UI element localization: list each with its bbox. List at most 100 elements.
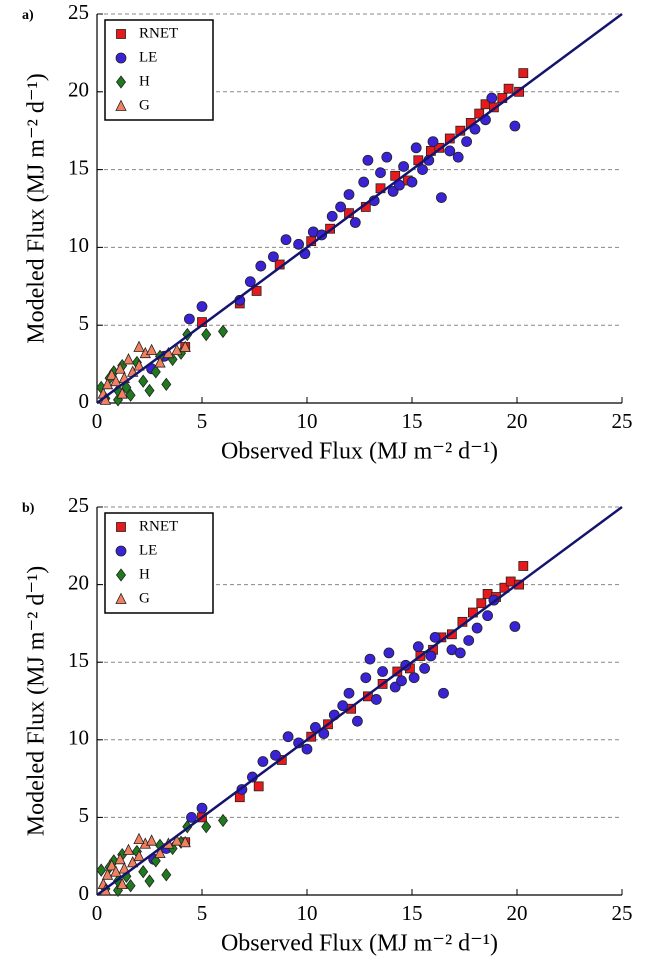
- x-tick-label: 25: [612, 409, 633, 433]
- legend-marker: [116, 29, 126, 39]
- point: [145, 343, 158, 355]
- point: [425, 650, 437, 662]
- point: [196, 802, 208, 814]
- x-axis-label: Observed Flux (MJ m⁻² d⁻¹): [221, 439, 498, 465]
- x-tick-label: 0: [92, 409, 103, 433]
- legend-marker: [115, 99, 127, 111]
- point: [122, 353, 135, 365]
- point: [438, 687, 449, 699]
- point: [96, 863, 107, 877]
- x-tick-label: 5: [197, 901, 208, 925]
- point: [476, 598, 487, 609]
- point: [427, 136, 439, 147]
- point: [396, 675, 407, 687]
- point: [518, 561, 529, 571]
- point: [121, 380, 132, 395]
- point: [218, 813, 228, 828]
- point: [503, 83, 514, 94]
- point: [161, 377, 172, 391]
- point: [486, 92, 498, 104]
- x-axis-label: Observed Flux (MJ m⁻² d⁻¹): [221, 931, 498, 957]
- y-tick-label: 20: [68, 78, 89, 102]
- point: [161, 868, 172, 882]
- legend-label: H: [139, 566, 150, 582]
- point: [114, 852, 126, 865]
- point: [381, 151, 393, 163]
- x-tick-label: 10: [297, 901, 318, 925]
- point: [179, 340, 191, 352]
- point: [267, 251, 279, 263]
- legend-marker: [116, 522, 126, 532]
- point: [171, 343, 183, 355]
- point: [362, 154, 374, 166]
- point: [435, 192, 447, 204]
- point: [370, 694, 382, 705]
- point: [410, 142, 422, 154]
- point: [118, 862, 130, 874]
- point: [106, 859, 118, 871]
- point: [251, 286, 262, 296]
- point: [301, 743, 313, 755]
- legend-marker: [115, 592, 127, 604]
- x-tick-label: 10: [297, 409, 318, 433]
- point: [201, 327, 212, 342]
- point: [471, 622, 483, 634]
- y-axis-label: Modeled Flux (MJ m⁻² d⁻¹): [24, 73, 50, 343]
- point: [398, 161, 410, 172]
- point: [461, 136, 473, 147]
- y-tick-label: 5: [79, 311, 90, 335]
- y-tick-label: 10: [68, 233, 89, 257]
- point: [183, 313, 195, 325]
- point: [293, 238, 305, 250]
- point: [326, 210, 338, 222]
- y-tick-label: 15: [68, 648, 89, 672]
- point: [351, 715, 363, 727]
- point: [408, 672, 420, 684]
- point: [505, 576, 516, 587]
- point: [101, 868, 114, 880]
- one-to-one-line: [96, 505, 623, 897]
- point: [133, 340, 145, 352]
- point: [364, 653, 376, 665]
- legend-label: LE: [139, 542, 157, 558]
- point: [474, 108, 485, 119]
- y-tick-label: 10: [68, 726, 89, 750]
- point: [499, 582, 510, 593]
- panel: b) 0 5 10 15 20 25 0 5 10 15 20 25 Observed Flux (MJ …: [22, 493, 633, 957]
- one-to-one-line: [96, 12, 623, 405]
- point: [270, 749, 281, 761]
- point: [127, 856, 139, 868]
- point: [463, 635, 475, 646]
- panel-label: b): [22, 501, 35, 516]
- point: [106, 368, 118, 380]
- point: [417, 164, 428, 176]
- point: [253, 781, 264, 792]
- point: [125, 879, 136, 893]
- y-axis-label: Modeled Flux (MJ m⁻² d⁻¹): [24, 566, 50, 836]
- point: [116, 387, 128, 399]
- point: [509, 621, 521, 632]
- legend-label: H: [139, 73, 150, 89]
- legend-label: G: [139, 590, 150, 606]
- point: [186, 812, 197, 823]
- x-tick-label: 25: [612, 901, 633, 925]
- point: [138, 374, 149, 388]
- point: [358, 176, 370, 188]
- point: [377, 666, 389, 677]
- legend-marker: [115, 545, 127, 557]
- point: [337, 700, 349, 712]
- point: [133, 849, 145, 862]
- point: [325, 223, 336, 234]
- legend-marker: [116, 568, 126, 582]
- point: [419, 663, 431, 674]
- point: [452, 151, 464, 163]
- point: [154, 846, 166, 858]
- point: [444, 145, 456, 157]
- point: [412, 641, 424, 653]
- legend-marker: [116, 75, 126, 89]
- point: [454, 647, 466, 659]
- point: [201, 820, 212, 834]
- point: [114, 362, 126, 374]
- panel: a) 0 5 10 15 20 25 0 5 10 15 20 25 Observed Flux (MJ …: [22, 0, 633, 465]
- point: [171, 834, 183, 846]
